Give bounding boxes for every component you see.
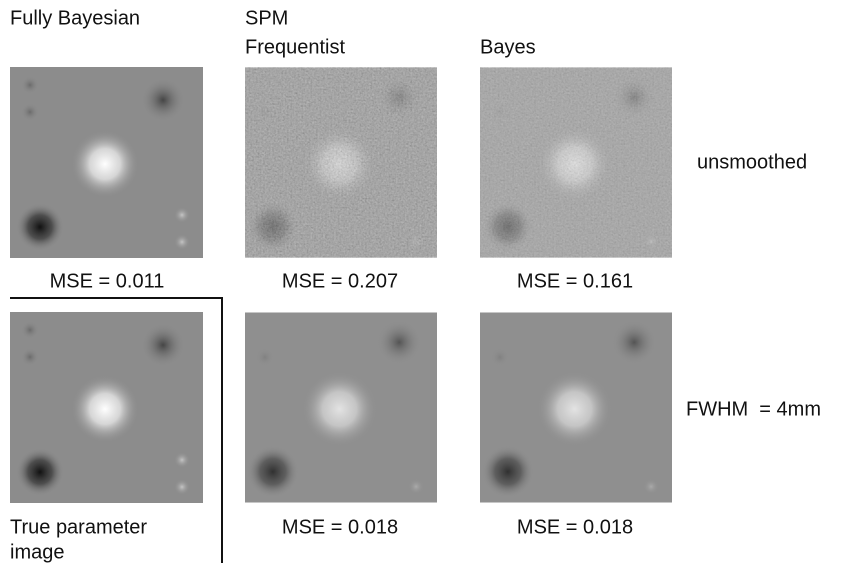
image <box>10 67 203 258</box>
caption: MSE = 0.207 <box>282 270 398 292</box>
figure: Fully Bayesian SPM Frequentist Bayes uns… <box>0 0 842 565</box>
row-label: unsmoothed <box>697 151 807 173</box>
row-label: FWHM = 4mm <box>686 398 821 420</box>
column-header: Bayes <box>480 36 536 58</box>
image <box>480 312 672 502</box>
column-header: Fully Bayesian <box>10 7 140 29</box>
image <box>245 312 437 502</box>
image <box>10 312 203 503</box>
image <box>245 67 437 258</box>
column-header: Frequentist <box>245 36 345 58</box>
caption: MSE = 0.018 <box>517 516 633 538</box>
caption: MSE = 0.018 <box>282 516 398 538</box>
caption: MSE = 0.161 <box>517 270 633 292</box>
column-header: SPM <box>245 7 288 29</box>
caption: MSE = 0.011 <box>50 270 165 292</box>
caption: True parameter <box>10 516 147 538</box>
image <box>480 67 672 258</box>
caption: image <box>10 541 64 563</box>
